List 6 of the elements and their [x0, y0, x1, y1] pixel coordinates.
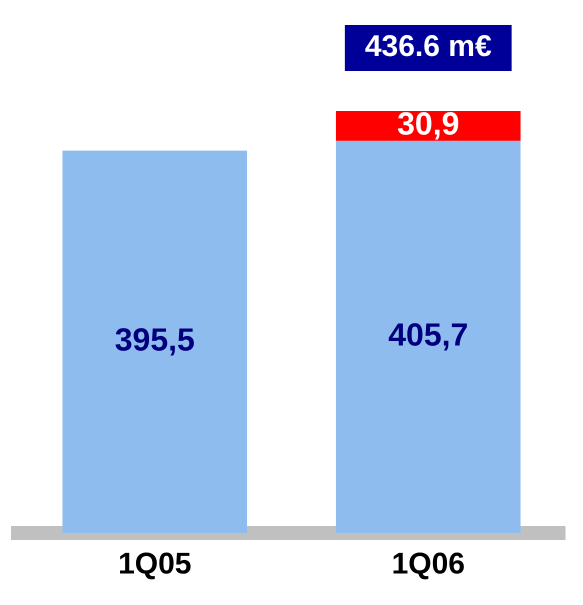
- data-label: 30,9: [397, 106, 460, 142]
- data-label: 395,5: [114, 322, 195, 358]
- x-tick-label: 1Q06: [392, 547, 465, 580]
- total-label: 436.6 m€: [364, 30, 492, 64]
- data-label: 405,7: [388, 316, 468, 353]
- x-tick-label: 1Q05: [118, 547, 192, 580]
